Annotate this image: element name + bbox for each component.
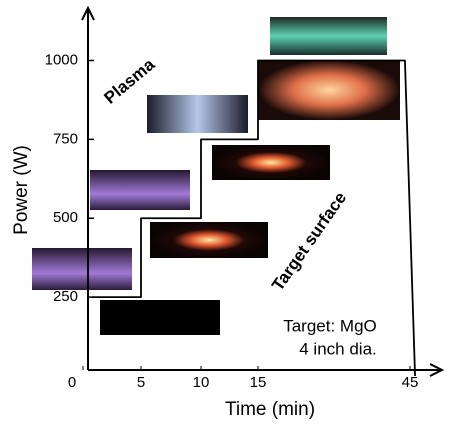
- y-tick-label: 500: [53, 209, 78, 226]
- x-tick-label: 15: [250, 374, 267, 391]
- annotation: Target surface: [268, 188, 350, 294]
- photo: [90, 170, 190, 210]
- annotation: 4 inch dia.: [299, 339, 377, 358]
- photo: [270, 17, 387, 55]
- page: {"chart_data": {"type": "line", "x_label…: [0, 0, 451, 426]
- photo: [32, 248, 132, 290]
- x-tick-label: 5: [137, 374, 145, 391]
- y-axis-label: Power (W): [11, 145, 32, 235]
- y-tick-label: 750: [53, 130, 78, 147]
- chart: Power (W) Time (min) Plasma Target surfa…: [0, 0, 451, 426]
- x-tick-label: 0: [68, 374, 76, 391]
- photo: [150, 222, 268, 258]
- y-tick-label: 250: [53, 288, 78, 305]
- photo: [147, 95, 248, 133]
- y-tick-label: 1000: [45, 51, 78, 68]
- x-tick-label: 10: [193, 374, 210, 391]
- photo: [100, 300, 220, 335]
- x-axis-label: Time (min): [225, 399, 315, 420]
- photo: [258, 60, 400, 120]
- annotation: Target: MgO: [283, 316, 377, 335]
- photo: [212, 145, 330, 180]
- x-tick-label: 45: [402, 374, 419, 391]
